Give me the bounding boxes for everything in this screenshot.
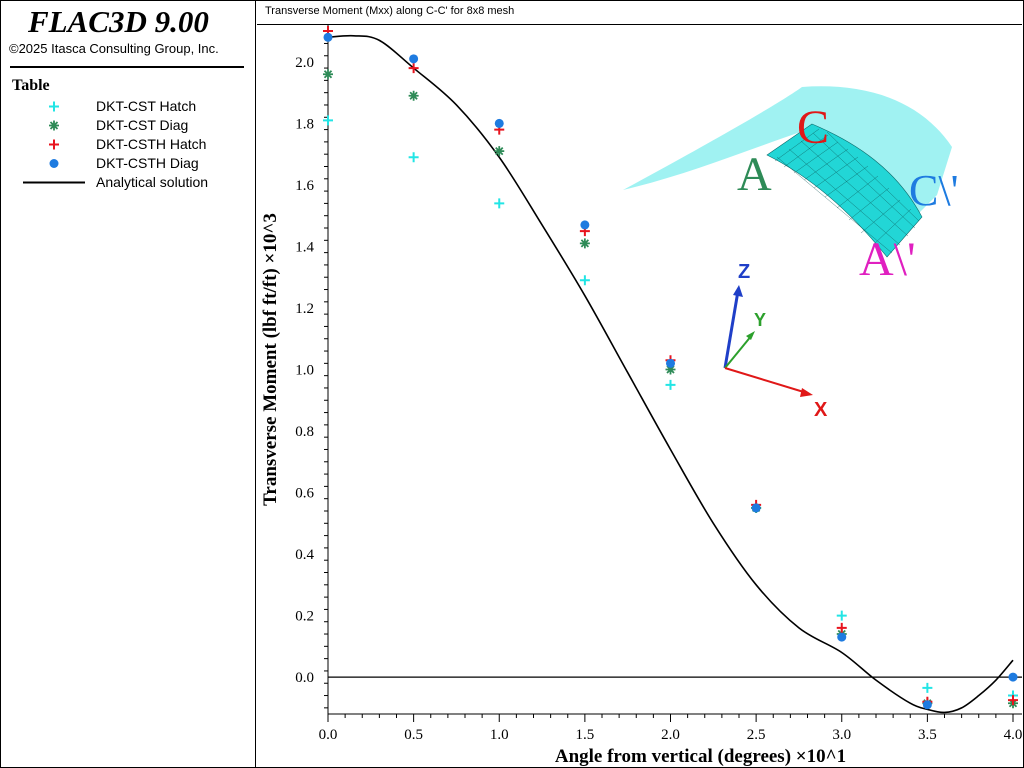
data-point-dkt-csth-diag (580, 220, 590, 230)
y-tick-label: 0.6 (295, 486, 314, 502)
legend-item-dkt-csth-diag: DKT-CSTH Diag (0, 154, 255, 173)
y-tick-label: 0.2 (295, 609, 314, 625)
y-tick-label: 0.0 (295, 670, 314, 686)
label-c: C (797, 101, 829, 154)
legend-item-dkt-cst-hatch: DKT-CST Hatch (0, 97, 255, 116)
y-tick-label: 1.8 (295, 116, 314, 132)
y-tick-label: 1.2 (295, 301, 314, 317)
chart-data (323, 26, 1018, 714)
surface-shell (623, 86, 952, 215)
y-arrowhead-icon (746, 331, 755, 340)
legend-label: DKT-CSTH Diag (96, 155, 199, 171)
analytical-solution-line (327, 34, 1014, 714)
chart: A C C\' A\' Z Y X 0.0 0.2 0.4 0.6 0.8 1.0 1.2 1… (260, 25, 1022, 767)
mesh-lines (774, 128, 920, 254)
legend-label: Analytical solution (96, 174, 209, 190)
data-point-dkt-csth-diag (409, 54, 419, 64)
y-tick-label: 0.4 (295, 547, 314, 563)
data-point-dkt-csth-diag (494, 118, 504, 128)
legend-label: DKT-CST Diag (96, 117, 189, 133)
x-arrowhead-icon (800, 388, 813, 397)
blue-dot-icon (49, 159, 59, 168)
app-title: FLAC3D 9.00 (28, 4, 209, 39)
y-tick-label: 1.6 (295, 178, 314, 194)
data-point-dkt-cst-hatch (323, 115, 333, 126)
legend-item-dkt-cst-diag: DKT-CST Diag (0, 116, 255, 135)
data-point-dkt-csth-hatch (408, 63, 419, 74)
data-point-dkt-cst-hatch (408, 152, 419, 163)
data-point-dkt-cst-hatch (665, 379, 676, 390)
x-tick-label: 2.5 (747, 727, 766, 743)
data-point-dkt-cst-diag (494, 146, 505, 157)
chart-axes: 0.0 0.2 0.4 0.6 0.8 1.0 1.2 1.4 1.6 1.8 2.0 0.0 0.5 1… (295, 25, 1022, 743)
data-point-dkt-cst-hatch (836, 610, 847, 621)
cyan-plus-icon (49, 101, 59, 112)
label-a-prime: A\' (859, 233, 916, 286)
x-tick-label: 1.5 (576, 727, 595, 743)
x-tick-label: 3.0 (832, 727, 851, 743)
data-point-dkt-csth-diag (751, 503, 761, 513)
label-c-prime: C\' (909, 166, 959, 215)
y-tick-label: 2.0 (295, 55, 314, 71)
data-point-dkt-csth-diag (837, 632, 847, 642)
plot-title-bar: Transverse Moment (Mxx) along C-C' for 8… (257, 0, 1022, 25)
y-axis-title: Transverse Moment (lbf ft/ft) ×10^3 (260, 213, 281, 506)
data-point-dkt-csth-diag (666, 358, 675, 368)
legend-item-dkt-csth-hatch: DKT-CSTH Hatch (0, 135, 255, 154)
x-axis-arrow (724, 367, 808, 394)
y-tick-label: 1.0 (295, 363, 314, 379)
y-tick-label: 1.4 (295, 239, 314, 255)
data-point-dkt-cst-diag (665, 364, 676, 375)
x-tick-label: 0.0 (319, 727, 338, 743)
divider (10, 66, 244, 68)
data-point-dkt-cst-diag (323, 69, 333, 80)
x-axis-title: Angle from vertical (degrees) ×10^1 (555, 746, 846, 767)
copyright-notice: ©2025 Itasca Consulting Group, Inc. (9, 41, 219, 56)
data-point-dkt-csth-hatch (836, 622, 847, 633)
x-tick-label: 1.0 (490, 727, 509, 743)
y-tick-label: 0.8 (295, 424, 314, 440)
z-axis-label: Z (738, 261, 750, 283)
data-point-dkt-csth-diag (323, 32, 333, 42)
x-tick-label: 3.5 (918, 727, 937, 743)
legend-label: DKT-CSTH Hatch (96, 136, 207, 152)
label-a: A (737, 148, 772, 201)
x-axis-label: X (814, 399, 828, 421)
model-view-inset: A C C\' A\' (623, 86, 959, 286)
data-point-dkt-csth-diag (1008, 672, 1018, 682)
red-plus-icon (49, 139, 59, 150)
x-tick-label: 4.0 (1004, 727, 1022, 743)
legend-item-analytical-solution: Analytical solution (0, 173, 255, 192)
data-point-dkt-cst-hatch (922, 682, 933, 693)
z-arrowhead-icon (733, 285, 743, 297)
green-asterisk-icon (49, 120, 59, 131)
x-tick-label: 2.0 (661, 727, 680, 743)
data-point-dkt-csth-diag (922, 700, 932, 710)
legend-panel: FLAC3D 9.00 ©2025 Itasca Consulting Grou… (0, 0, 256, 768)
data-point-dkt-cst-diag (408, 90, 419, 101)
x-tick-label: 0.5 (404, 727, 423, 743)
plot-title: Transverse Moment (Mxx) along C-C' for 8… (265, 5, 515, 17)
legend-label: DKT-CST Hatch (96, 98, 197, 114)
black-line-icon (23, 181, 85, 184)
z-axis-arrow (723, 290, 740, 369)
axes-triad: Z Y X (723, 261, 828, 421)
data-point-dkt-cst-hatch (494, 198, 505, 209)
data-point-dkt-cst-diag (579, 238, 590, 249)
y-axis-label: Y (754, 310, 766, 330)
y-axis-arrow (724, 334, 753, 369)
mesh-patch (766, 123, 923, 258)
legend-title: Table (12, 77, 50, 94)
data-point-dkt-csth-hatch (1008, 695, 1018, 706)
data-point-dkt-cst-hatch (579, 275, 590, 286)
